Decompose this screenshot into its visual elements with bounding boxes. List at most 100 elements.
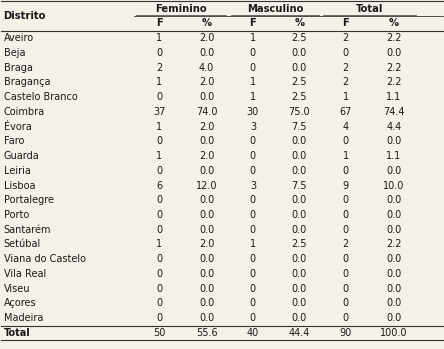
Text: 0: 0 xyxy=(250,136,256,146)
Text: 0.0: 0.0 xyxy=(199,284,214,294)
Text: 1.1: 1.1 xyxy=(386,92,402,102)
Text: 0.0: 0.0 xyxy=(386,269,402,279)
Text: 0: 0 xyxy=(250,48,256,58)
Text: Feminino: Feminino xyxy=(155,4,207,14)
Text: 0.0: 0.0 xyxy=(386,210,402,220)
Text: 0: 0 xyxy=(250,151,256,161)
Text: 0: 0 xyxy=(342,298,349,309)
Text: 2.5: 2.5 xyxy=(291,33,307,43)
Text: 10.0: 10.0 xyxy=(383,180,405,191)
Text: 0: 0 xyxy=(342,284,349,294)
Text: Coimbra: Coimbra xyxy=(4,107,45,117)
Text: Beja: Beja xyxy=(4,48,25,58)
Text: 0.0: 0.0 xyxy=(199,48,214,58)
Text: 0: 0 xyxy=(156,92,162,102)
Text: 0.0: 0.0 xyxy=(386,284,402,294)
Text: 0.0: 0.0 xyxy=(386,254,402,264)
Text: 0.0: 0.0 xyxy=(386,225,402,235)
Text: 7.5: 7.5 xyxy=(291,121,307,132)
Text: 9: 9 xyxy=(342,180,349,191)
Text: 0.0: 0.0 xyxy=(292,151,307,161)
Text: 100.0: 100.0 xyxy=(381,328,408,338)
Text: 0: 0 xyxy=(156,136,162,146)
Text: 0.0: 0.0 xyxy=(292,254,307,264)
Text: 7.5: 7.5 xyxy=(291,180,307,191)
Text: Bragança: Bragança xyxy=(4,77,50,87)
Text: 3: 3 xyxy=(250,121,256,132)
Text: 0: 0 xyxy=(156,210,162,220)
Text: 0.0: 0.0 xyxy=(292,136,307,146)
Text: 4.4: 4.4 xyxy=(386,121,402,132)
Text: 0: 0 xyxy=(156,269,162,279)
Text: 2.0: 2.0 xyxy=(199,239,214,250)
Text: Vila Real: Vila Real xyxy=(4,269,46,279)
Text: Masculino: Masculino xyxy=(247,4,303,14)
Text: 1: 1 xyxy=(156,151,162,161)
Text: 0: 0 xyxy=(156,225,162,235)
Text: Distrito: Distrito xyxy=(4,11,46,21)
Text: Braga: Braga xyxy=(4,63,32,73)
Text: Castelo Branco: Castelo Branco xyxy=(4,92,77,102)
Text: 0.0: 0.0 xyxy=(292,166,307,176)
Text: 0.0: 0.0 xyxy=(199,313,214,323)
Text: 1: 1 xyxy=(250,239,256,250)
Text: 0.0: 0.0 xyxy=(199,298,214,309)
Text: 0: 0 xyxy=(250,313,256,323)
Text: 0: 0 xyxy=(250,269,256,279)
Text: 90: 90 xyxy=(339,328,352,338)
Text: 0: 0 xyxy=(250,210,256,220)
Text: 0: 0 xyxy=(250,195,256,205)
Text: 2.2: 2.2 xyxy=(386,63,402,73)
Text: 0.0: 0.0 xyxy=(199,136,214,146)
Text: 2.2: 2.2 xyxy=(386,77,402,87)
Text: 0: 0 xyxy=(250,284,256,294)
Text: 40: 40 xyxy=(247,328,259,338)
Text: 0.0: 0.0 xyxy=(386,195,402,205)
Text: 0.0: 0.0 xyxy=(292,298,307,309)
Text: 1: 1 xyxy=(250,33,256,43)
Text: 74.0: 74.0 xyxy=(196,107,217,117)
Text: 2: 2 xyxy=(342,239,349,250)
Text: 0.0: 0.0 xyxy=(386,136,402,146)
Text: Évora: Évora xyxy=(4,121,32,132)
Text: Lisboa: Lisboa xyxy=(4,180,35,191)
Text: Total: Total xyxy=(4,328,30,338)
Text: 2.5: 2.5 xyxy=(291,77,307,87)
Text: 0: 0 xyxy=(342,136,349,146)
Text: 2.0: 2.0 xyxy=(199,77,214,87)
Text: 0.0: 0.0 xyxy=(199,254,214,264)
Text: 0.0: 0.0 xyxy=(292,284,307,294)
Text: 4.0: 4.0 xyxy=(199,63,214,73)
Text: Aveiro: Aveiro xyxy=(4,33,34,43)
Text: 0.0: 0.0 xyxy=(199,225,214,235)
Text: 0: 0 xyxy=(342,254,349,264)
Text: 74.4: 74.4 xyxy=(383,107,405,117)
Text: 0.0: 0.0 xyxy=(386,48,402,58)
Text: 0.0: 0.0 xyxy=(199,269,214,279)
Text: 2.2: 2.2 xyxy=(386,239,402,250)
Text: 3: 3 xyxy=(250,180,256,191)
Text: F: F xyxy=(156,18,163,29)
Text: 0: 0 xyxy=(342,195,349,205)
Text: Total: Total xyxy=(356,4,384,14)
Text: 2: 2 xyxy=(342,77,349,87)
Text: 55.6: 55.6 xyxy=(196,328,218,338)
Text: 0.0: 0.0 xyxy=(292,225,307,235)
Text: 50: 50 xyxy=(153,328,165,338)
Text: Viseu: Viseu xyxy=(4,284,30,294)
Text: 1: 1 xyxy=(156,77,162,87)
Text: 0.0: 0.0 xyxy=(292,313,307,323)
Text: 0.0: 0.0 xyxy=(386,298,402,309)
Text: 30: 30 xyxy=(247,107,259,117)
Text: 0: 0 xyxy=(250,225,256,235)
Text: Faro: Faro xyxy=(4,136,24,146)
Text: 0.0: 0.0 xyxy=(386,166,402,176)
Text: 0: 0 xyxy=(156,254,162,264)
Text: 2.0: 2.0 xyxy=(199,33,214,43)
Text: 1: 1 xyxy=(156,121,162,132)
Text: 0: 0 xyxy=(250,166,256,176)
Text: 2: 2 xyxy=(342,63,349,73)
Text: 0.0: 0.0 xyxy=(199,210,214,220)
Text: 0.0: 0.0 xyxy=(292,63,307,73)
Text: 2: 2 xyxy=(156,63,162,73)
